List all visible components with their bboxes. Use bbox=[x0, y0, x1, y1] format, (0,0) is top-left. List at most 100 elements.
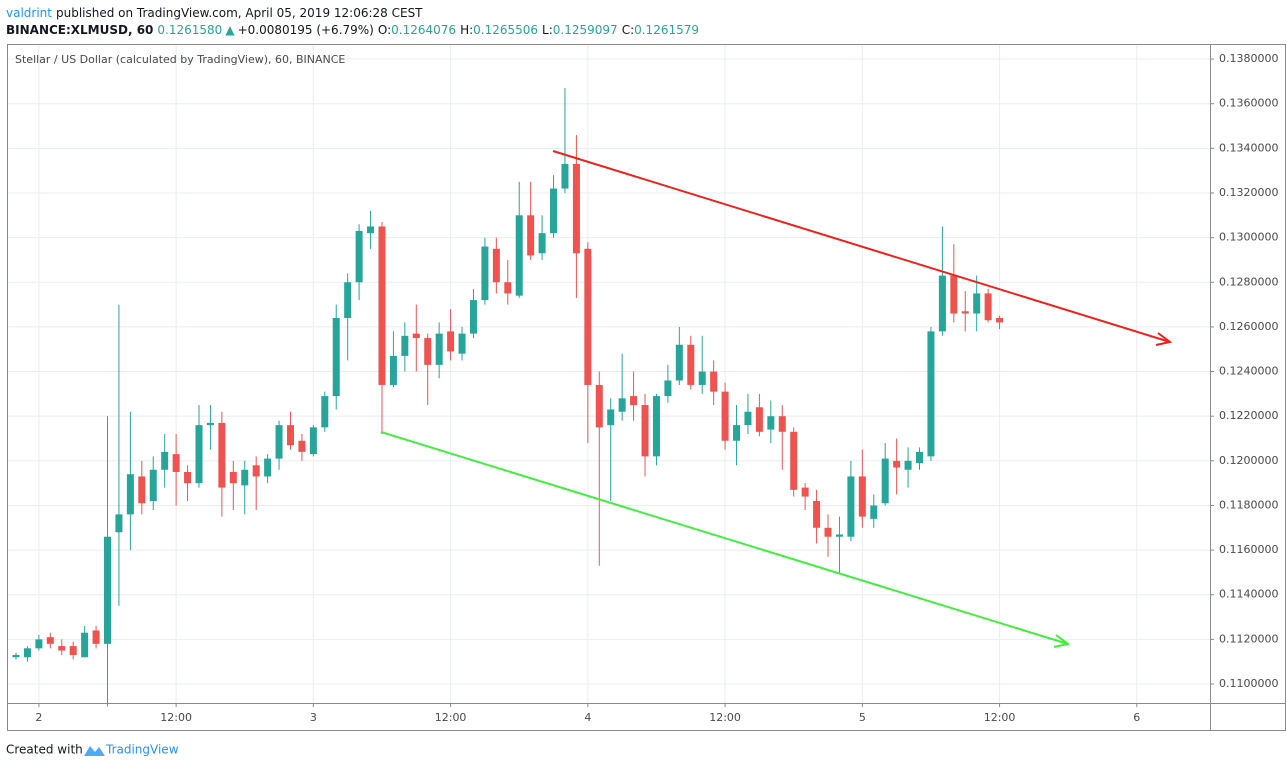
candle-body bbox=[115, 514, 123, 533]
candle-body bbox=[721, 391, 729, 441]
candle-body bbox=[927, 331, 935, 457]
candle-body bbox=[126, 474, 134, 515]
candle-body bbox=[938, 275, 946, 332]
candle-body bbox=[698, 371, 706, 385]
candle-body bbox=[824, 527, 832, 537]
candle-body bbox=[344, 282, 352, 318]
candle-body bbox=[744, 411, 752, 426]
candle-body bbox=[767, 416, 775, 430]
chart-title: Stellar / US Dollar (calculated by Tradi… bbox=[15, 53, 345, 66]
y-tick-label: 0.1360000 bbox=[1219, 97, 1279, 110]
candle-body bbox=[607, 409, 615, 426]
candle-body bbox=[264, 458, 272, 477]
change: +0.0080195 (+6.79%) bbox=[238, 23, 374, 37]
created-with: Created with bbox=[6, 743, 83, 757]
candle-body bbox=[69, 646, 77, 656]
author[interactable]: valdrint bbox=[6, 6, 52, 20]
candle-body bbox=[527, 215, 535, 256]
candle-body bbox=[481, 246, 489, 301]
candle-body bbox=[687, 344, 695, 385]
candle-body bbox=[893, 460, 901, 468]
candle-body bbox=[916, 451, 924, 464]
candle-body bbox=[23, 648, 31, 658]
candle-body bbox=[458, 333, 466, 354]
brand[interactable]: TradingView bbox=[105, 743, 179, 757]
h-value: 0.1265506 bbox=[473, 23, 538, 37]
arrow: ▲ bbox=[225, 23, 235, 37]
candle-body bbox=[870, 505, 878, 519]
header-line-2: BINANCE:XLMUSD, 60 0.1261580 ▲ +0.0080195 (… bbox=[6, 23, 699, 37]
y-tick-label: 0.1160000 bbox=[1219, 543, 1279, 556]
l-label: L: bbox=[542, 23, 553, 37]
candles bbox=[12, 88, 1004, 707]
candle-body bbox=[710, 371, 718, 392]
candle-body bbox=[996, 317, 1004, 323]
x-tick-label: 12:00 bbox=[709, 711, 741, 724]
x-tick-label: 12:00 bbox=[984, 711, 1016, 724]
y-tick-label: 0.1300000 bbox=[1219, 231, 1279, 244]
candle-body bbox=[401, 335, 409, 356]
candle-body bbox=[298, 440, 306, 452]
candle-body bbox=[138, 476, 146, 504]
candle-body bbox=[275, 425, 283, 459]
y-tick-label: 0.1280000 bbox=[1219, 275, 1279, 288]
candle-body bbox=[904, 460, 912, 470]
candle-body bbox=[46, 637, 54, 644]
candle-body bbox=[195, 425, 203, 484]
grid bbox=[8, 45, 1210, 703]
candle-body bbox=[550, 188, 558, 234]
candle-body bbox=[12, 655, 20, 658]
y-tick-label: 0.1180000 bbox=[1219, 498, 1279, 511]
candle-body bbox=[492, 248, 500, 283]
candle-body bbox=[206, 422, 214, 426]
candle-body bbox=[469, 300, 477, 334]
y-tick-label: 0.1120000 bbox=[1219, 632, 1279, 645]
c-label: C: bbox=[622, 23, 634, 37]
candle-body bbox=[618, 398, 626, 412]
l-value: 0.1259097 bbox=[553, 23, 618, 37]
x-tick-label: 3 bbox=[310, 711, 317, 724]
candle-body bbox=[218, 422, 226, 488]
candle-body bbox=[652, 396, 660, 457]
candle-body bbox=[172, 454, 180, 472]
candle-body bbox=[733, 425, 741, 441]
candle-body bbox=[675, 344, 683, 381]
candle-body bbox=[435, 333, 443, 365]
y-tick-label: 0.1380000 bbox=[1219, 52, 1279, 65]
x-tick-label: 12:00 bbox=[435, 711, 467, 724]
candle-body bbox=[755, 407, 763, 432]
o-label: O: bbox=[378, 23, 391, 37]
candle-body bbox=[161, 451, 169, 470]
y-tick-label: 0.1100000 bbox=[1219, 677, 1279, 690]
candle-body bbox=[961, 311, 969, 314]
candle-body bbox=[801, 487, 809, 497]
candle-body bbox=[664, 380, 672, 397]
candle-body bbox=[103, 536, 111, 644]
resistance-arrow bbox=[1155, 332, 1173, 346]
candle-body bbox=[630, 396, 638, 406]
candle-body bbox=[252, 465, 260, 477]
y-tick-label: 0.1260000 bbox=[1219, 320, 1279, 333]
candle-body bbox=[515, 215, 523, 296]
symbol: BINANCE:XLMUSD, 60 bbox=[6, 23, 153, 37]
support-arrow bbox=[1053, 634, 1071, 648]
candle-body bbox=[641, 405, 649, 457]
candle-body bbox=[538, 233, 546, 254]
published: published on TradingView.com, April 05, … bbox=[56, 6, 423, 20]
candle-body bbox=[813, 501, 821, 528]
candle-body bbox=[229, 471, 237, 484]
x-tick-label: 6 bbox=[1133, 711, 1140, 724]
candle-body bbox=[424, 338, 432, 365]
candle-body bbox=[950, 275, 958, 314]
candle-body bbox=[367, 226, 375, 234]
candle-body bbox=[778, 416, 786, 432]
x-tick-label: 2 bbox=[35, 711, 42, 724]
candle-body bbox=[412, 333, 420, 339]
y-tick-label: 0.1320000 bbox=[1219, 186, 1279, 199]
candle-body bbox=[835, 534, 843, 537]
candle-body bbox=[286, 425, 294, 446]
y-tick-label: 0.1140000 bbox=[1219, 588, 1279, 601]
candle-body bbox=[81, 632, 89, 658]
